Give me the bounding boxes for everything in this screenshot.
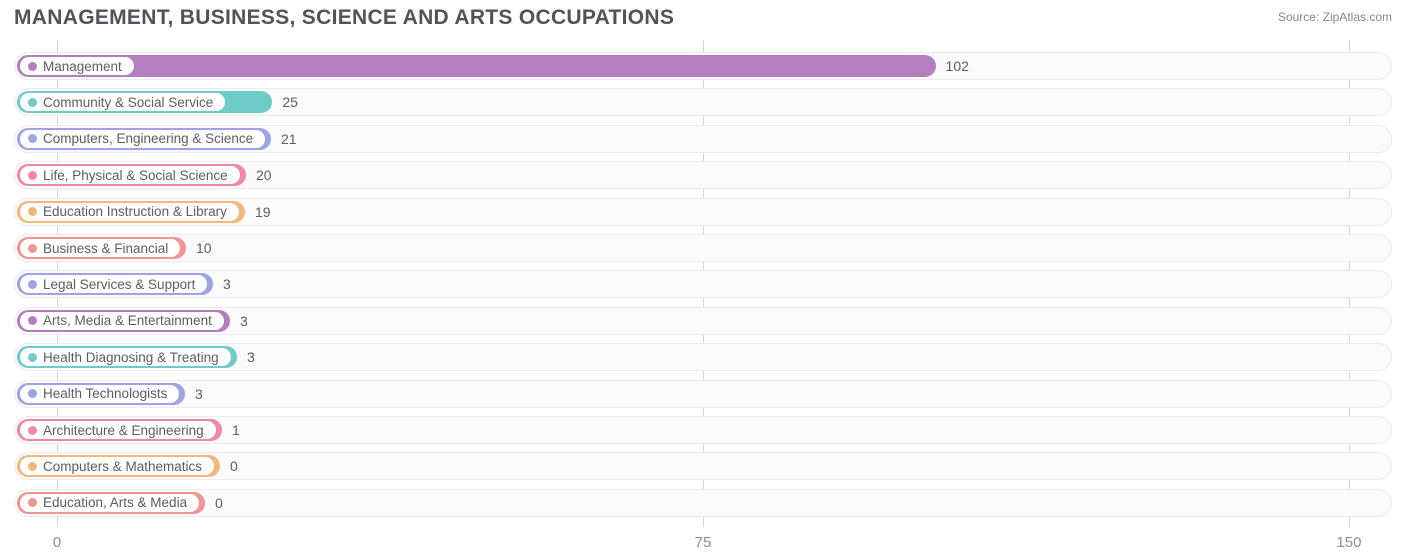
axis-tick-label: 0: [53, 534, 61, 551]
legend-dot: [28, 134, 37, 143]
bar-label-pill: Management: [20, 57, 134, 75]
bar-row: Life, Physical & Social Science 20: [14, 161, 1392, 189]
bar-label: Health Diagnosing & Treating: [43, 350, 219, 365]
bar-track: [14, 234, 1392, 262]
bar-row: Legal Services & Support 3: [14, 270, 1392, 298]
bar-label: Arts, Media & Entertainment: [43, 313, 212, 328]
bar-label-pill: Education, Arts & Media: [20, 494, 199, 512]
bar-value: 0: [215, 494, 223, 512]
bar-track: [14, 380, 1392, 408]
bar-row: Health Technologists 3: [14, 380, 1392, 408]
bar-label-pill: Architecture & Engineering: [20, 421, 216, 439]
bar-label: Computers & Mathematics: [43, 459, 202, 474]
bar-row: Education, Arts & Media 0: [14, 489, 1392, 517]
bar-row: Computers, Engineering & Science 21: [14, 125, 1392, 153]
bar-value: 1: [232, 421, 240, 439]
legend-dot: [28, 171, 37, 180]
bar-label-pill: Education Instruction & Library: [20, 203, 239, 221]
chart-title: MANAGEMENT, BUSINESS, SCIENCE AND ARTS O…: [14, 6, 674, 30]
bar-label-pill: Legal Services & Support: [20, 275, 207, 293]
bar-value: 3: [195, 385, 203, 403]
bar-label-pill: Business & Financial: [20, 239, 180, 257]
bar-label: Education Instruction & Library: [43, 204, 227, 219]
bar-label-pill: Health Technologists: [20, 385, 179, 403]
legend-dot: [28, 98, 37, 107]
axis-tick-label: 150: [1336, 534, 1361, 551]
bar-label: Life, Physical & Social Science: [43, 168, 228, 183]
chart-source: Source: ZipAtlas.com: [1278, 10, 1392, 24]
plot-area: Management 102 Community & Social Service 2…: [14, 40, 1392, 527]
bar-value: 102: [946, 57, 969, 75]
bar-value: 20: [256, 166, 272, 184]
bar-track: [14, 452, 1392, 480]
chart-container: MANAGEMENT, BUSINESS, SCIENCE AND ARTS O…: [0, 0, 1406, 559]
legend-dot: [28, 62, 37, 71]
bar-row: Education Instruction & Library 19: [14, 198, 1392, 226]
bar-label: Architecture & Engineering: [43, 423, 204, 438]
source-site: ZipAtlas.com: [1323, 10, 1392, 24]
bar-row: Business & Financial 10: [14, 234, 1392, 262]
bar-row: Health Diagnosing & Treating 3: [14, 343, 1392, 371]
bar-row: Management 102: [14, 52, 1392, 80]
legend-dot: [28, 498, 37, 507]
source-label: Source:: [1278, 10, 1319, 24]
bar-row: Arts, Media & Entertainment 3: [14, 307, 1392, 335]
bar-row: Computers & Mathematics 0: [14, 452, 1392, 480]
legend-dot: [28, 280, 37, 289]
legend-dot: [28, 426, 37, 435]
bar-label: Business & Financial: [43, 241, 168, 256]
bar-label: Management: [43, 59, 122, 74]
bar-value: 3: [240, 312, 248, 330]
bar-label: Computers, Engineering & Science: [43, 131, 253, 146]
bar-label: Education, Arts & Media: [43, 495, 187, 510]
bar-label-pill: Arts, Media & Entertainment: [20, 312, 224, 330]
bar-value: 21: [281, 130, 297, 148]
bar-value: 3: [247, 348, 255, 366]
legend-dot: [28, 244, 37, 253]
bar-label-pill: Computers & Mathematics: [20, 457, 214, 475]
bar-label: Community & Social Service: [43, 95, 213, 110]
bar-value: 0: [230, 457, 238, 475]
bar-value: 3: [223, 275, 231, 293]
bar-label-pill: Life, Physical & Social Science: [20, 166, 240, 184]
legend-dot: [28, 207, 37, 216]
bar-value: 19: [255, 203, 271, 221]
bar-label-pill: Community & Social Service: [20, 93, 225, 111]
legend-dot: [28, 462, 37, 471]
bar-label-pill: Health Diagnosing & Treating: [20, 348, 231, 366]
legend-dot: [28, 316, 37, 325]
bar-label-pill: Computers, Engineering & Science: [20, 130, 265, 148]
bar-value: 25: [282, 93, 298, 111]
bar-row: Community & Social Service 25: [14, 88, 1392, 116]
bar-label: Health Technologists: [43, 386, 167, 401]
axis-tick-label: 75: [695, 534, 712, 551]
legend-dot: [28, 353, 37, 362]
bar-fill: [17, 55, 936, 77]
bar-value: 10: [196, 239, 212, 257]
legend-dot: [28, 389, 37, 398]
bar-track: [14, 270, 1392, 298]
bar-row: Architecture & Engineering 1: [14, 416, 1392, 444]
bar-label: Legal Services & Support: [43, 277, 195, 292]
